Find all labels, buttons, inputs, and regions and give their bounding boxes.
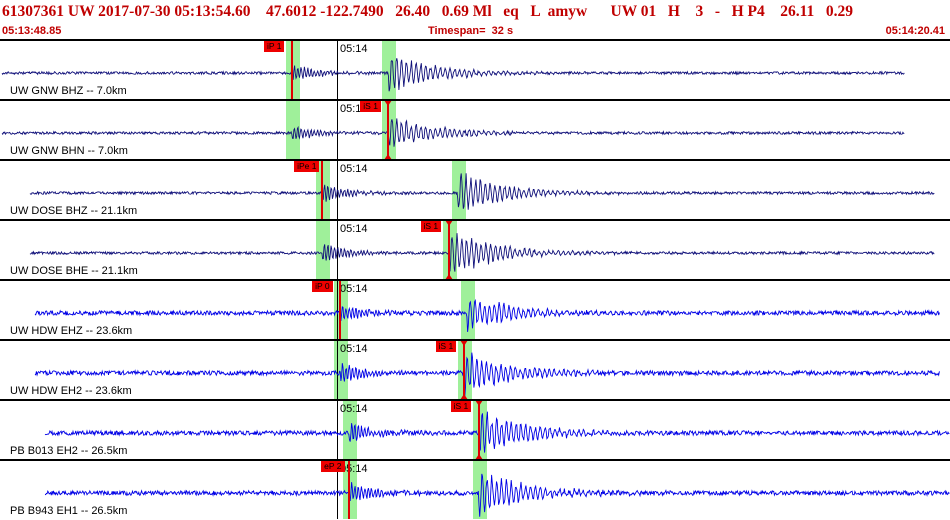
pick-label[interactable]: iS 1 (360, 101, 381, 112)
seismogram-trace (44, 411, 950, 453)
minute-tick-line (337, 281, 338, 339)
waveform-panel[interactable]: 05:14 eP 2 PB B943 EH1 -- 26.5km (0, 459, 950, 519)
pick-marker-line[interactable] (321, 161, 324, 219)
minute-tick-line (337, 101, 338, 159)
window-end-time: 05:14:20.41 (885, 25, 945, 37)
waveform-panel[interactable]: 05:14 iS 1 UW DOSE BHE -- 21.1km (0, 219, 950, 279)
seismogram-svg (29, 173, 935, 210)
event-summary-title: 61307361 UW 2017-07-30 05:13:54.60 47.60… (2, 3, 854, 20)
waveform-panel[interactable]: 05:14 iS 1 UW HDW EH2 -- 23.6km (0, 339, 950, 399)
waveform-panel[interactable]: 05:14 iPe 1 UW DOSE BHZ -- 21.1km (0, 159, 950, 219)
p-window-band (285, 101, 300, 159)
pick-triangle-bottom-icon (444, 274, 453, 279)
pick-marker-line[interactable] (339, 281, 342, 339)
minute-tick-line (337, 341, 338, 399)
s-window-band (460, 281, 475, 339)
station-channel-label: PB B013 EH2 -- 26.5km (10, 445, 128, 457)
minute-tick-line (337, 401, 338, 459)
s-window-band (472, 461, 487, 519)
station-channel-label: UW HDW EHZ -- 23.6km (10, 325, 133, 337)
seismogram-trace (29, 233, 935, 272)
pick-triangle-top-icon (459, 341, 468, 346)
event-header: 61307361 UW 2017-07-30 05:13:54.60 47.60… (0, 0, 950, 39)
pick-marker-line[interactable] (387, 101, 390, 159)
p-window-band (343, 461, 358, 519)
pick-marker-line[interactable] (477, 401, 480, 459)
p-window-band (316, 161, 331, 219)
pick-label[interactable]: iS 1 (450, 401, 472, 412)
pick-triangle-top-icon (444, 221, 453, 226)
minute-tick-label: 05:14 (340, 343, 368, 355)
pick-triangle-bottom-icon (474, 454, 483, 459)
minute-tick-label: 05:14 (340, 463, 368, 475)
seismogram-svg (44, 473, 950, 517)
minute-tick-label: 05:14 (340, 283, 368, 295)
waveform-panel[interactable]: 05:14 iS 1 PB B013 EH2 -- 26.5km (0, 399, 950, 459)
waveform-panel[interactable]: 05:14 iS 1 UW GNW BHN -- 7.0km (0, 99, 950, 159)
pick-triangle-bottom-icon (384, 154, 393, 159)
pick-label[interactable]: iP 0 (312, 281, 333, 292)
s-window-band (382, 41, 397, 99)
seismogram-svg (44, 411, 950, 453)
pick-label[interactable]: iS 1 (435, 341, 457, 352)
pick-triangle-bottom-icon (459, 394, 468, 399)
seismogram-trace (29, 173, 935, 210)
minute-tick-label: 05:14 (340, 223, 368, 235)
waveform-panel[interactable]: 05:14 iP 0 UW HDW EHZ -- 23.6km (0, 279, 950, 339)
seismogram-trace (34, 352, 940, 397)
seismogram-trace (1, 58, 905, 92)
station-channel-label: UW GNW BHZ -- 7.0km (10, 85, 127, 97)
pick-marker-line[interactable] (462, 341, 465, 399)
pick-triangle-top-icon (384, 101, 393, 106)
waveform-panel-stack[interactable]: 05:14 iP 1 UW GNW BHZ -- 7.0km 05:14 iS 1 UW … (0, 39, 950, 520)
seismogram-trace (34, 298, 940, 332)
minute-tick-label: 05:14 (340, 163, 368, 175)
station-channel-label: UW DOSE BHE -- 21.1km (10, 265, 138, 277)
minute-tick-label: 05:14 (340, 403, 368, 415)
seismogram-svg (34, 298, 940, 332)
station-channel-label: UW HDW EH2 -- 23.6km (10, 385, 132, 397)
pick-label[interactable]: iPe 1 (294, 161, 320, 172)
pick-triangle-top-icon (474, 401, 483, 406)
pick-marker-line[interactable] (290, 41, 293, 99)
seismogram-trace (44, 473, 950, 517)
minute-tick-line (337, 41, 338, 99)
station-channel-label: UW DOSE BHZ -- 21.1km (10, 205, 138, 217)
seismogram-svg (1, 118, 905, 147)
seismogram-trace (1, 118, 905, 147)
s-window-band (382, 101, 397, 159)
p-window-band (343, 401, 358, 459)
s-window-band (442, 221, 457, 279)
s-window-band (451, 161, 466, 219)
pick-label[interactable]: iS 1 (420, 221, 442, 232)
station-channel-label: UW GNW BHN -- 7.0km (10, 145, 128, 157)
seismogram-svg (29, 233, 935, 272)
seismogram-svg (1, 58, 905, 92)
s-window-band (472, 401, 487, 459)
pick-label[interactable]: iP 1 (263, 41, 285, 52)
s-window-band (457, 341, 472, 399)
p-window-band (316, 221, 331, 279)
minute-tick-line (337, 461, 338, 519)
window-start-time: 05:13:48.85 (2, 25, 62, 37)
station-channel-label: PB B943 EH1 -- 26.5km (10, 505, 128, 517)
seismogram-svg (34, 352, 940, 397)
minute-tick-label: 05:14 (340, 43, 368, 55)
waveform-panel[interactable]: 05:14 iP 1 UW GNW BHZ -- 7.0km (0, 39, 950, 99)
timespan-label: Timespan= 32 s (428, 25, 514, 37)
pick-label[interactable]: eP 2 (321, 461, 345, 472)
p-window-band (285, 41, 300, 99)
pick-marker-line[interactable] (447, 221, 450, 279)
pick-marker-line[interactable] (348, 461, 351, 519)
